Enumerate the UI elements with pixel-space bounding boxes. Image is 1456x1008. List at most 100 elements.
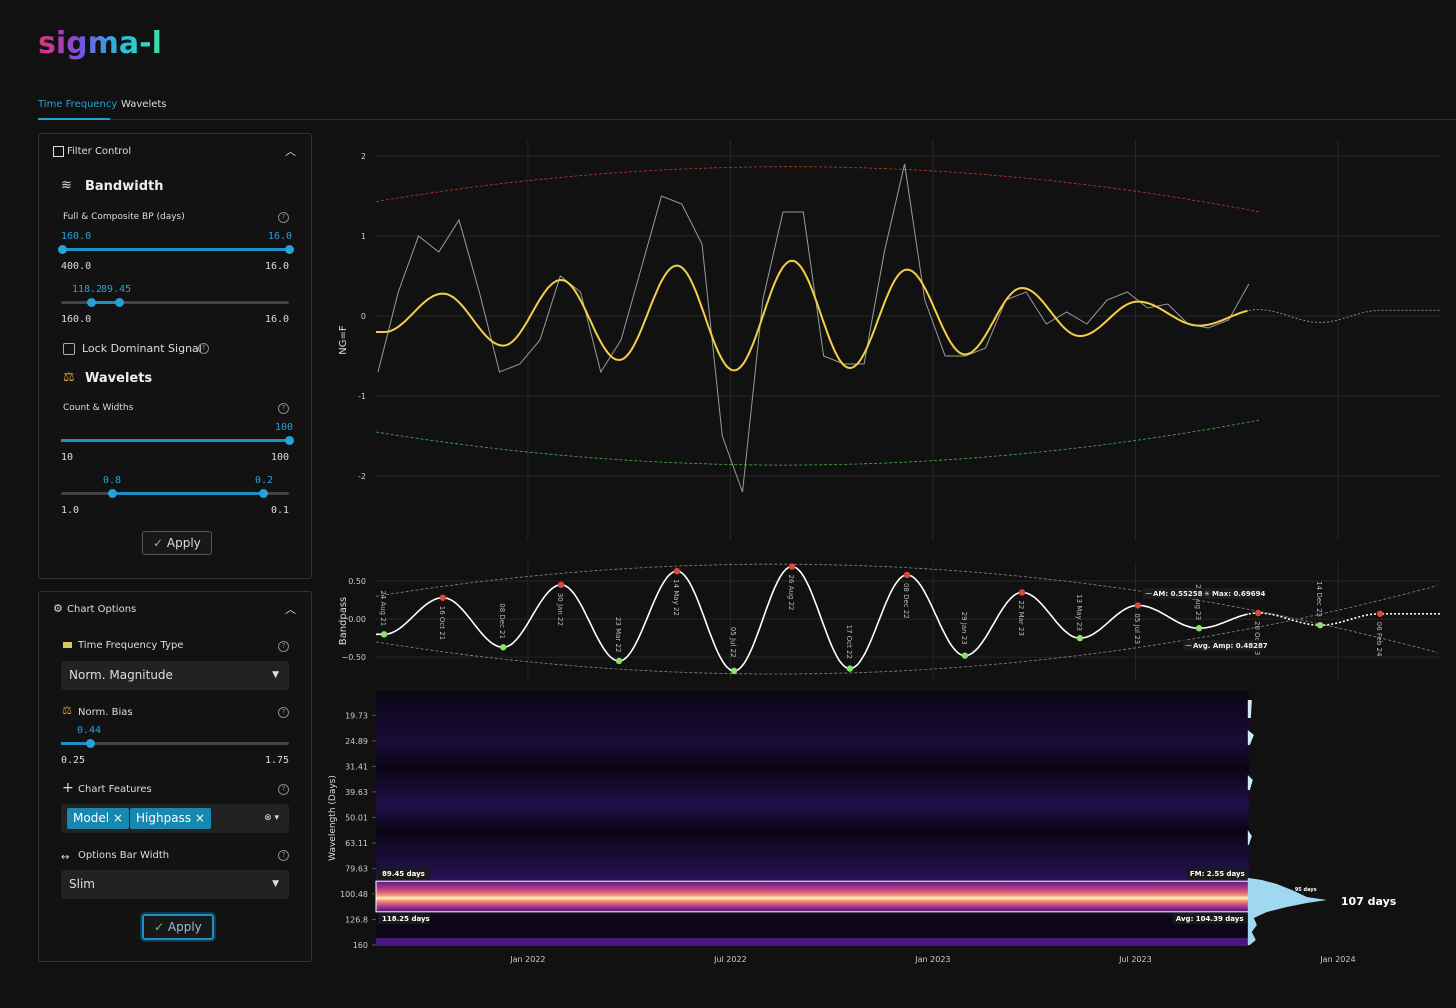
clear[interactable]: ⊗ ▾ bbox=[264, 813, 279, 823]
trough bbox=[615, 657, 623, 665]
max: 16.0 bbox=[265, 261, 290, 272]
annotation: AM: 0.55258 bbox=[1153, 590, 1203, 598]
peak bbox=[673, 567, 681, 575]
annotation-icon: ⁓ bbox=[1145, 590, 1152, 598]
y-tick-label: -1 bbox=[358, 392, 366, 401]
panel-title[interactable]: Chart Options bbox=[67, 604, 137, 615]
chevron[interactable]: ︿ bbox=[285, 145, 296, 158]
label: Options Bar Width bbox=[78, 850, 170, 861]
y-tick-label: 24.89 bbox=[345, 737, 368, 746]
bandpass-projection bbox=[1248, 612, 1440, 626]
peak bbox=[557, 581, 565, 589]
label-box bbox=[1172, 912, 1247, 924]
histogram bbox=[1247, 700, 1254, 845]
x-tick-label: Jul 2023 bbox=[1118, 955, 1152, 964]
icon bbox=[63, 642, 72, 648]
tab[interactable]: Wavelets bbox=[121, 99, 167, 110]
handle[interactable] bbox=[285, 436, 294, 445]
tab[interactable]: Time Frequency bbox=[38, 99, 118, 110]
handle[interactable] bbox=[285, 245, 294, 254]
apply-button[interactable]: ✓ Apply bbox=[142, 531, 212, 555]
handle[interactable] bbox=[86, 739, 95, 748]
lower_band bbox=[375, 419, 1260, 466]
chip[interactable]: Highpass × bbox=[130, 808, 211, 829]
icon: ⚖ bbox=[63, 370, 75, 385]
handle[interactable] bbox=[259, 489, 268, 498]
annotation: FM: 2.55 days bbox=[1190, 870, 1245, 878]
label: Chart Features bbox=[78, 784, 152, 795]
icon: ⚙ bbox=[53, 602, 63, 615]
help[interactable]: ? bbox=[278, 850, 289, 861]
heatmap-band bbox=[375, 880, 1250, 913]
slider[interactable] bbox=[61, 742, 289, 745]
band-label: 118.25 days bbox=[382, 915, 430, 923]
y-tick-label: 160 bbox=[353, 941, 368, 950]
select[interactable]: Norm. Magnitude ▼ bbox=[61, 661, 289, 690]
date-label: 08 Dec 22 bbox=[902, 583, 910, 619]
chip-label: Model bbox=[73, 811, 110, 825]
help[interactable]: ? bbox=[278, 707, 289, 718]
chevron[interactable]: ︿ bbox=[285, 603, 296, 616]
annotation-icon: ✳ bbox=[1204, 590, 1210, 598]
x-tick-label: Jul 2022 bbox=[713, 955, 747, 964]
peak bbox=[439, 594, 447, 601]
help[interactable]: ? bbox=[278, 784, 289, 795]
min: 0.25 bbox=[61, 755, 86, 766]
checkbox[interactable] bbox=[63, 343, 75, 355]
max: 1.75 bbox=[265, 755, 290, 766]
date-label: 26 Aug 22 bbox=[787, 575, 795, 611]
apply-button[interactable]: ✓ Apply bbox=[142, 914, 214, 940]
caret: ▼ bbox=[272, 879, 279, 889]
value: 0.44 bbox=[77, 725, 102, 736]
label: Time Frequency Type bbox=[78, 640, 184, 651]
annotation: Max: 0.69694 bbox=[1212, 590, 1265, 598]
help[interactable]: ? bbox=[278, 403, 289, 414]
heading: Wavelets bbox=[85, 371, 153, 386]
value: 0.2 bbox=[255, 475, 274, 486]
trough bbox=[961, 652, 969, 659]
value: 16.0 bbox=[268, 231, 293, 242]
handle[interactable] bbox=[108, 489, 117, 498]
wavelength-histogram bbox=[1247, 700, 1327, 945]
help[interactable]: ? bbox=[198, 343, 209, 354]
band-label: 89.45 days bbox=[382, 870, 425, 878]
select[interactable]: Slim ▼ bbox=[61, 870, 289, 899]
logo: sigma-l bbox=[38, 26, 162, 61]
handle[interactable] bbox=[58, 245, 67, 254]
caret: ▼ bbox=[272, 670, 279, 680]
model-line bbox=[376, 259, 1248, 372]
upper_band bbox=[375, 166, 1260, 213]
help[interactable]: ? bbox=[278, 641, 289, 652]
checkbox-label[interactable]: Lock Dominant Signal bbox=[82, 342, 202, 355]
trough bbox=[499, 644, 507, 651]
slider[interactable] bbox=[61, 301, 289, 304]
chip-label: Highpass bbox=[136, 811, 192, 825]
date-label: 05 Jul 22 bbox=[729, 627, 737, 658]
x-tick-label: Jan 2023 bbox=[914, 955, 950, 964]
min: 160.0 bbox=[61, 314, 92, 325]
date-label: 05 Jul 23 bbox=[1133, 613, 1141, 644]
peak bbox=[1376, 610, 1384, 617]
label-box bbox=[1186, 868, 1247, 880]
annotation: Avg. Amp: 0.48287 bbox=[1193, 642, 1268, 650]
handle[interactable] bbox=[87, 298, 96, 307]
trough bbox=[1076, 634, 1084, 642]
panel-title[interactable]: Filter Control bbox=[67, 146, 132, 157]
check: ✓ bbox=[153, 536, 167, 550]
y-tick-label: 19.73 bbox=[345, 711, 368, 720]
peak bbox=[1018, 589, 1026, 596]
value: 118.25 bbox=[72, 284, 109, 295]
chip[interactable]: Model × bbox=[67, 808, 129, 829]
annotation: 95 days bbox=[1295, 887, 1317, 893]
date-label: 14 May 22 bbox=[672, 579, 680, 616]
slider-fill bbox=[61, 742, 90, 745]
y-tick-label: 2 bbox=[361, 152, 366, 161]
handle[interactable] bbox=[115, 298, 124, 307]
icon: ⚖ bbox=[62, 704, 72, 717]
help[interactable]: ? bbox=[278, 212, 289, 223]
peak bbox=[788, 563, 796, 570]
filter-control: Filter Control ︿ ≋ Bandwidth Full & Comp… bbox=[38, 133, 312, 579]
multiselect[interactable]: Model × Highpass × ⊗ ▾ bbox=[61, 804, 289, 833]
peak bbox=[903, 571, 911, 579]
